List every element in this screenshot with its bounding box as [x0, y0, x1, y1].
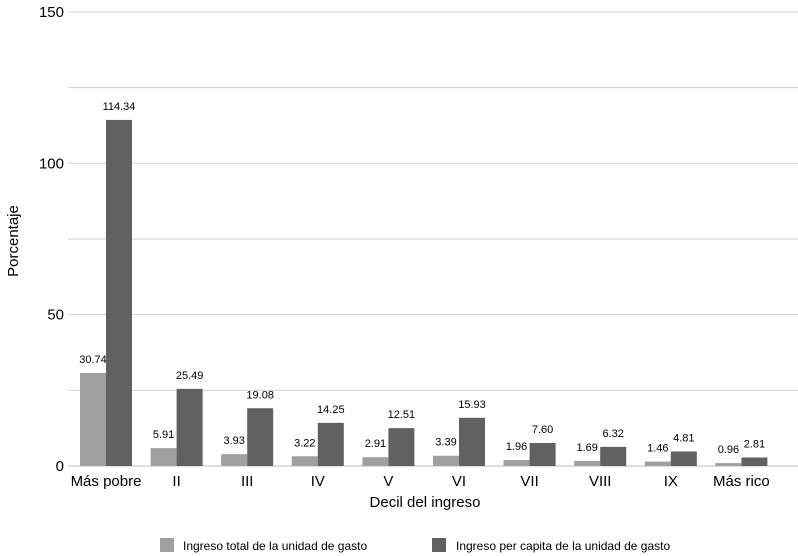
- bar: [176, 388, 203, 466]
- legend-swatch: [432, 538, 446, 552]
- x-tick-label: II: [172, 473, 180, 490]
- data-label: 14.25: [317, 404, 345, 416]
- x-axis-label: Decil del ingreso: [370, 494, 481, 511]
- data-label: 3.22: [294, 437, 315, 449]
- bar: [150, 448, 177, 466]
- legend-swatch: [160, 538, 174, 552]
- data-label: 3.93: [223, 435, 244, 447]
- data-label: 0.96: [718, 444, 739, 456]
- data-label: 1.69: [576, 442, 597, 454]
- data-label: 7.60: [532, 424, 553, 436]
- bar: [644, 461, 671, 466]
- bar: [503, 460, 530, 466]
- data-label: 2.81: [744, 438, 765, 450]
- bar: [221, 454, 248, 466]
- y-axis-ticks: 0 50 100 150: [39, 4, 64, 475]
- legend-label: Ingreso total de la unidad de gasto: [183, 539, 367, 553]
- data-label: 4.81: [673, 432, 694, 444]
- bar: [529, 442, 556, 466]
- bar: [291, 456, 318, 466]
- data-label: 114.34: [103, 101, 136, 113]
- bar: [80, 372, 106, 466]
- x-tick-label: V: [383, 473, 393, 490]
- data-label: 5.91: [153, 429, 174, 441]
- y-tick-label: 50: [47, 307, 64, 324]
- bar: [433, 455, 459, 466]
- bar: [600, 446, 627, 466]
- data-label: 25.49: [176, 370, 204, 382]
- y-tick-label: 150: [39, 4, 64, 21]
- x-tick-label: Más rico: [713, 473, 770, 490]
- legend: Ingreso total de la unidad de gasto Ingre…: [160, 538, 670, 553]
- data-label: 12.51: [388, 409, 416, 421]
- data-label: 30.74: [79, 354, 107, 366]
- x-tick-label: VIII: [589, 473, 612, 490]
- data-label: 1.46: [647, 443, 668, 455]
- x-tick-label: VII: [520, 473, 538, 490]
- x-tick-label: VI: [452, 473, 466, 490]
- bar: [388, 428, 415, 466]
- bar: [459, 417, 485, 466]
- legend-label: Ingreso per capita de la unidad de gasto: [456, 539, 670, 553]
- data-label: 2.91: [365, 438, 386, 450]
- data-label: 1.96: [506, 441, 527, 453]
- y-axis-label: Porcentaje: [5, 205, 22, 277]
- bar: [715, 463, 742, 466]
- data-label: 3.39: [435, 437, 456, 449]
- data-labels: 30.74 114.34 5.91 25.49 3.93 19.08 3.22 14.25 2.…: [79, 101, 765, 456]
- bar: [317, 422, 344, 466]
- bars: [80, 119, 768, 466]
- x-tick-label: IV: [311, 473, 325, 490]
- bar: [741, 457, 768, 466]
- bar: [670, 451, 697, 466]
- bar: [362, 457, 389, 466]
- bar: [574, 460, 601, 466]
- data-label: 15.93: [458, 399, 486, 411]
- bar: [247, 408, 274, 466]
- y-tick-label: 100: [39, 155, 64, 172]
- x-tick-label: III: [241, 473, 254, 490]
- data-label: 19.08: [246, 389, 274, 401]
- x-tick-label: Más pobre: [71, 473, 142, 490]
- x-tick-label: IX: [664, 473, 678, 490]
- y-tick-label: 0: [56, 458, 64, 475]
- data-label: 6.32: [602, 428, 623, 440]
- bar: [106, 119, 132, 466]
- x-axis-ticks: Más pobre II III IV V VI VII VIII IX Más rico: [71, 473, 770, 490]
